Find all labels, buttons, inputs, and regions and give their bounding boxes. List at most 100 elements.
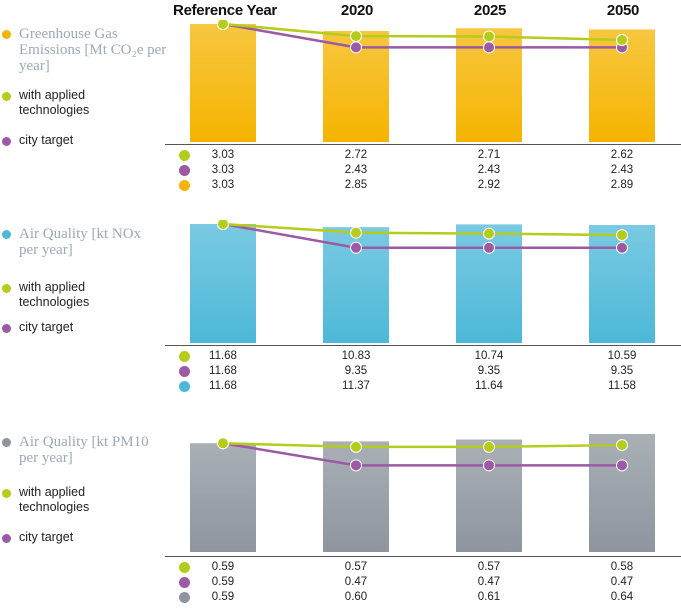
city-target-point-2050 [616,459,628,472]
city-target-legend-label: city target [19,530,74,544]
city-target-row-dot [179,366,190,377]
col-header-2020: 2020 [340,2,374,19]
pm10-legend-dot [2,438,11,447]
data-label-city-target-2020: 9.35 [344,365,368,377]
col-header-2050: 2050 [606,2,640,19]
data-label-bar-value-2020: 2.85 [344,179,368,191]
data-label-city-target-2020: 0.47 [344,576,368,588]
technologies-row-dot [179,150,190,161]
with-applied-technologies-point-2025 [483,440,495,453]
bar-value-row-dot [179,592,190,603]
ghg-value-table: 3.03 2.72 2.71 2.62 3.03 2.43 2.43 2.43 3.03 2.85… [165,144,681,201]
city-target-row-dot [179,165,190,176]
with-applied-technologies-point-2025 [483,30,495,43]
data-label-technologies-2025: 0.57 [477,561,501,573]
bar-value-row: 0.59 0.60 0.61 0.64 [165,591,681,606]
data-label-bar-value-2025: 0.61 [477,591,501,603]
city-target-row: 3.03 2.43 2.43 2.43 [165,164,681,179]
bar-value-row-dot [179,180,190,191]
city-target-point-2020 [350,241,362,254]
col-header-2025: 2025 [473,2,507,19]
city-target-legend-label: city target [19,133,74,147]
nox-legend-dot [2,230,11,239]
data-label-city-target-2050: 0.47 [610,576,634,588]
with-applied-technologies-point-2050 [616,439,628,452]
city-target-row: 11.68 9.35 9.35 9.35 [165,365,681,380]
with-applied-technologies-line [222,222,623,237]
nox-plot [190,220,655,343]
pm10-plot [190,434,655,552]
ghg-legend-dot [2,30,11,39]
with-applied-technologies-point-2025 [483,227,495,240]
technologies-row: 11.68 10.83 10.74 10.59 [165,350,681,365]
city-target-point-2020 [350,459,362,472]
with-applied-technologies-point-reference-year [217,220,229,230]
data-label-technologies-2020: 10.83 [341,350,371,362]
ghg-plot [190,20,655,142]
data-label-city-target-reference-year: 3.03 [211,164,235,176]
data-label-technologies-reference-year: 0.59 [211,561,235,573]
city-target-point-2020 [350,41,362,54]
with-applied-technologies-point-2020 [350,30,362,43]
city-target-legend-dot [2,324,11,333]
data-label-bar-value-reference-year: 11.68 [209,380,237,392]
city-target-line [222,222,622,249]
pm10-section: Air Quality [kt PM10 per year] with appl… [0,430,681,608]
bar-value-row-dot [179,381,190,392]
bar-2020 [323,441,389,552]
data-label-technologies-reference-year: 3.03 [211,149,235,161]
with-applied-technologies-line [222,441,623,449]
data-label-city-target-2050: 2.43 [610,164,634,176]
with-applied-technologies-point-2020 [350,440,362,453]
technologies-row-dot [179,351,190,362]
technologies-legend-dot [2,284,11,293]
city-target-line [222,441,622,467]
technologies-legend-label: with applied technologies [19,280,90,309]
city-target-legend-label: city target [19,320,74,334]
bar-reference-year [190,224,256,343]
bar-reference-year [190,443,256,552]
technologies-legend-label: with applied technologies [19,485,90,514]
city-target-point-2025 [483,241,495,254]
bar-2025 [456,439,522,552]
data-label-city-target-reference-year: 11.68 [209,365,237,377]
nox-chart-title: Air Quality [kt NOx per year] [19,226,142,258]
pm10-value-table: 0.59 0.57 0.57 0.58 0.59 0.47 0.47 0.47 0.59 0.60… [165,556,681,609]
data-label-technologies-reference-year: 11.68 [209,350,237,362]
data-label-technologies-2025: 10.74 [474,350,504,362]
data-label-bar-value-2050: 11.58 [608,380,636,392]
data-label-technologies-2050: 2.62 [610,149,634,161]
technologies-row: 3.03 2.72 2.71 2.62 [165,149,681,164]
technologies-legend-label: with applied technologies [19,88,90,117]
nox-section: Air Quality [kt NOx per year] with appli… [0,220,681,400]
with-applied-technologies-point-reference-year [217,437,229,450]
data-label-city-target-2025: 0.47 [477,576,501,588]
technologies-legend-dot [2,489,11,498]
bar-reference-year [190,24,256,142]
ghg-section: Greenhouse Gas Emissions [Mt CO₂e per ye… [0,20,681,200]
col-header-reference-year: Reference Year [173,2,277,19]
city-target-line [222,22,622,49]
data-label-technologies-2020: 0.57 [344,561,368,573]
ghg-chart-title: Greenhouse Gas Emissions [Mt CO₂e per ye… [19,26,167,74]
with-applied-technologies-point-2050 [616,33,628,46]
technologies-row: 0.59 0.57 0.57 0.58 [165,561,681,576]
with-applied-technologies-point-2020 [350,226,362,239]
nox-value-table: 11.68 10.83 10.74 10.59 11.68 9.35 9.35 9.35 11.… [165,345,681,401]
data-label-bar-value-2050: 2.89 [610,179,634,191]
city-target-point-2025 [483,41,495,54]
data-label-technologies-2050: 0.58 [610,561,634,573]
bar-2050 [589,434,655,552]
city-target-point-2025 [483,459,495,472]
data-label-city-target-2020: 2.43 [344,164,368,176]
city-target-legend-dot [2,137,11,146]
technologies-legend-dot [2,92,11,101]
with-applied-technologies-line [222,22,623,42]
with-applied-technologies-point-2050 [616,229,628,242]
data-label-city-target-2025: 2.43 [477,164,501,176]
city-target-legend-dot [2,534,11,543]
bar-value-row: 3.03 2.85 2.92 2.89 [165,179,681,194]
bar-value-row: 11.68 11.37 11.64 11.58 [165,380,681,395]
city-target-row: 0.59 0.47 0.47 0.47 [165,576,681,591]
city-target-point-2050 [616,241,628,254]
